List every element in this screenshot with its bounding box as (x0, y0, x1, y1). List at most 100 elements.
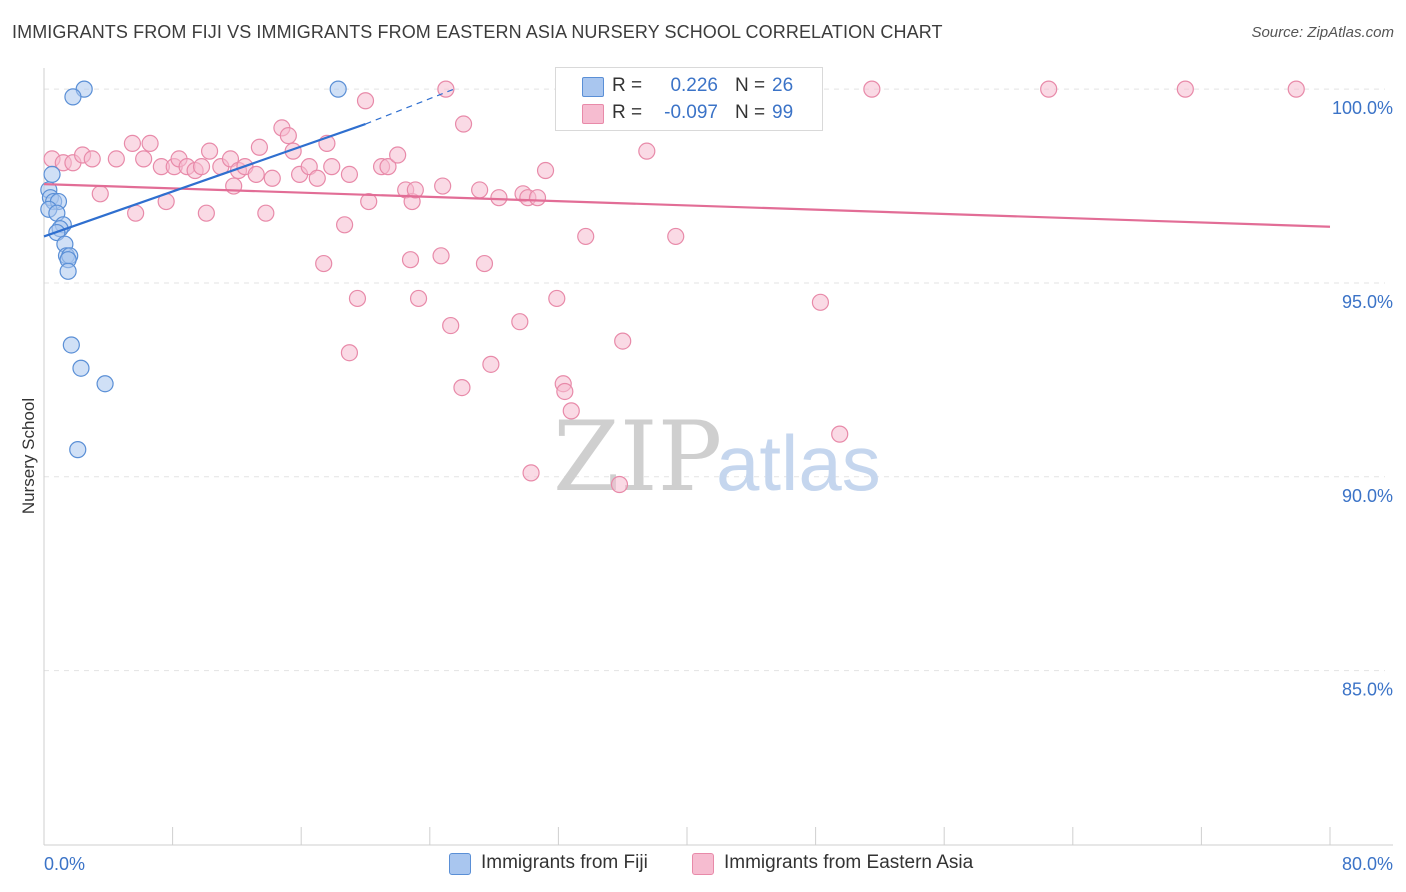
eastern-asia-point (1040, 80, 1058, 98)
eastern-asia-point (1287, 80, 1305, 98)
source-label: Source: ZipAtlas.com (1251, 24, 1394, 41)
fiji-legend-label: Immigrants from Fiji (481, 852, 648, 873)
y-tick-label: 90.0% (1342, 486, 1393, 506)
fiji-point (64, 88, 82, 106)
fiji-trend-line (43, 122, 366, 238)
eastern-asia-point (250, 138, 269, 156)
correlation-legend: R = 0.226 N = 26 R = -0.097 N = 99 (555, 67, 823, 131)
eastern-asia-point (401, 251, 420, 269)
x-tick-label-max: 80.0% (1342, 854, 1393, 874)
eastern-asia-point (348, 289, 367, 308)
eastern-asia-point (141, 134, 159, 153)
eastern-asia-point (360, 192, 378, 211)
eastern-asia-point (379, 158, 397, 176)
eastern-asia-point (511, 313, 529, 331)
eastern-asia-point (127, 204, 145, 222)
eastern-asia-point (406, 181, 424, 199)
eastern-asia-point (577, 227, 595, 246)
chart-title: IMMIGRANTS FROM FIJI VS IMMIGRANTS FROM … (12, 22, 943, 42)
eastern-asia-point (323, 158, 341, 176)
fiji-point (96, 375, 114, 393)
y-tick-label: 100.0% (1332, 98, 1393, 118)
eastern-asia-point (522, 464, 540, 482)
watermark-atlas: atlas (716, 419, 881, 507)
y-axis-label: Nursery School (19, 398, 38, 514)
n-value: 99 (772, 102, 794, 123)
eastern-asia-point (454, 115, 473, 133)
eastern-asia-point (548, 289, 566, 308)
fiji-point (62, 336, 80, 354)
eastern-asia-point (263, 169, 281, 187)
eastern-asia-point (308, 169, 326, 187)
eastern-asia-point (528, 189, 547, 207)
grid (44, 88, 1385, 672)
eastern-asia-point (336, 216, 354, 234)
eastern-asia-point (432, 247, 450, 265)
fiji-swatch (582, 77, 604, 97)
eastern-asia-point (356, 92, 375, 110)
eastern-asia-point (437, 80, 455, 98)
eastern-asia-point (453, 379, 471, 397)
eastern-asia-point (1176, 80, 1194, 98)
eastern-asia-point (340, 165, 359, 184)
fiji-point (43, 165, 61, 184)
eastern-asia-point (200, 142, 219, 160)
eastern-asia-point (536, 161, 555, 180)
eastern-asia-point (434, 177, 452, 195)
eastern-asia-point (831, 425, 849, 443)
eastern-asia-legend-label: Immigrants from Eastern Asia (724, 852, 974, 873)
fiji-trend-extension (365, 88, 455, 125)
x-tick-label-min: 0.0% (44, 854, 85, 874)
n-label: N = (735, 102, 766, 123)
eastern-asia-point (197, 204, 215, 222)
r-value: 0.226 (670, 75, 718, 96)
eastern-asia-point (442, 316, 460, 335)
eastern-asia-point (475, 254, 494, 273)
fiji-point (72, 359, 90, 377)
trend-lines (43, 88, 1331, 238)
eastern-asia-point (221, 150, 240, 168)
eastern-asia-point (315, 254, 333, 273)
eastern-asia-point (614, 332, 632, 350)
fiji-point (329, 80, 347, 98)
fiji-points (40, 80, 347, 459)
eastern-asia-swatch (582, 104, 604, 124)
eastern-asia-point (279, 127, 297, 145)
fiji-point (69, 441, 87, 459)
eastern-asia-point (667, 227, 685, 246)
eastern-asia-point (247, 165, 265, 184)
eastern-asia-legend-swatch (692, 853, 714, 875)
eastern-asia-point (811, 293, 830, 311)
eastern-asia-point (562, 402, 580, 420)
fiji-point (59, 262, 77, 280)
eastern-asia-point (257, 204, 275, 222)
n-value: 26 (772, 75, 794, 96)
y-tick-labels: 100.0% 95.0% 90.0% 85.0% (1332, 98, 1393, 699)
eastern-asia-point (389, 146, 407, 164)
fiji-legend-swatch (449, 853, 471, 875)
eastern-asia-points (43, 80, 1305, 494)
eastern-asia-point (192, 158, 211, 176)
eastern-asia-point (83, 150, 101, 168)
eastern-asia-point (123, 134, 142, 153)
n-label: N = (735, 75, 766, 96)
eastern-asia-point (91, 185, 109, 203)
eastern-asia-point (471, 181, 489, 199)
y-tick-label: 85.0% (1342, 680, 1393, 700)
y-tick-label: 95.0% (1342, 292, 1393, 312)
eastern-asia-point (610, 475, 629, 494)
eastern-asia-point (340, 344, 359, 362)
eastern-asia-point (490, 189, 508, 207)
eastern-asia-point (556, 382, 574, 401)
eastern-asia-trend-line (43, 183, 1331, 228)
eastern-asia-point (300, 158, 318, 176)
r-value: -0.097 (664, 102, 718, 123)
r-label: R = (612, 75, 643, 96)
watermark-zip: ZIP (553, 401, 722, 513)
eastern-asia-point (482, 355, 500, 373)
r-label: R = (612, 102, 643, 123)
eastern-asia-point (638, 142, 656, 160)
eastern-asia-point (863, 80, 881, 98)
eastern-asia-point (409, 289, 428, 308)
